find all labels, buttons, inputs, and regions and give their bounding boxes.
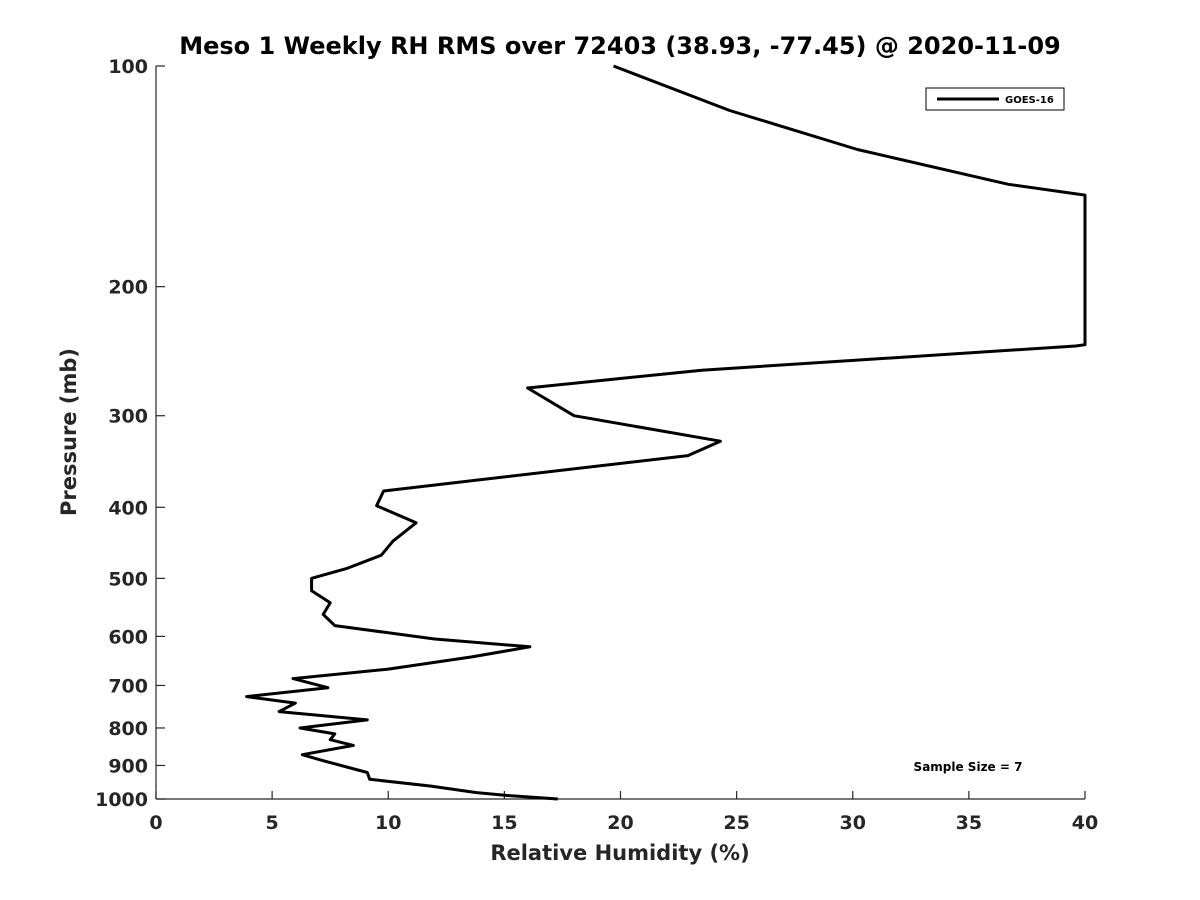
x-ticks: 0 5 10 15 20 25 30 35 40 (149, 791, 1098, 834)
y-tick-label: 600 (108, 626, 148, 648)
y-tick-label: 200 (108, 277, 148, 299)
chart-title: Meso 1 Weekly RH RMS over 72403 (38.93, … (179, 32, 1061, 60)
legend: GOES-16 (925, 87, 1065, 111)
x-tick-label: 25 (723, 812, 749, 834)
x-tick-label: 5 (266, 812, 279, 834)
y-tick-label: 900 (108, 755, 148, 777)
x-axis-label: Relative Humidity (%) (490, 841, 749, 865)
x-tick-label: 0 (149, 812, 162, 834)
y-tick-label: 1000 (95, 789, 148, 811)
plot-frame (155, 66, 1085, 800)
x-tick-label: 20 (607, 812, 633, 834)
series-line-goes-16 (245, 64, 1087, 801)
x-tick-label: 15 (491, 812, 517, 834)
y-tick-label: 500 (108, 568, 148, 590)
x-tick-label: 30 (840, 812, 866, 834)
y-tick-label: 300 (108, 406, 148, 428)
legend-label-goes-16: GOES-16 (1005, 95, 1054, 106)
y-ticks: 100 200 300 400 500 600 700 800 900 1000 (95, 56, 165, 811)
y-axis-label: Pressure (mb) (57, 348, 81, 516)
x-tick-label: 35 (956, 812, 982, 834)
y-tick-label: 700 (108, 675, 148, 697)
y-tick-label: 100 (108, 56, 148, 78)
x-tick-label: 40 (1072, 812, 1098, 834)
y-tick-label: 400 (108, 497, 148, 519)
sample-size-annotation: Sample Size = 7 (914, 760, 1023, 774)
y-tick-label: 800 (108, 718, 148, 740)
x-tick-label: 10 (375, 812, 401, 834)
